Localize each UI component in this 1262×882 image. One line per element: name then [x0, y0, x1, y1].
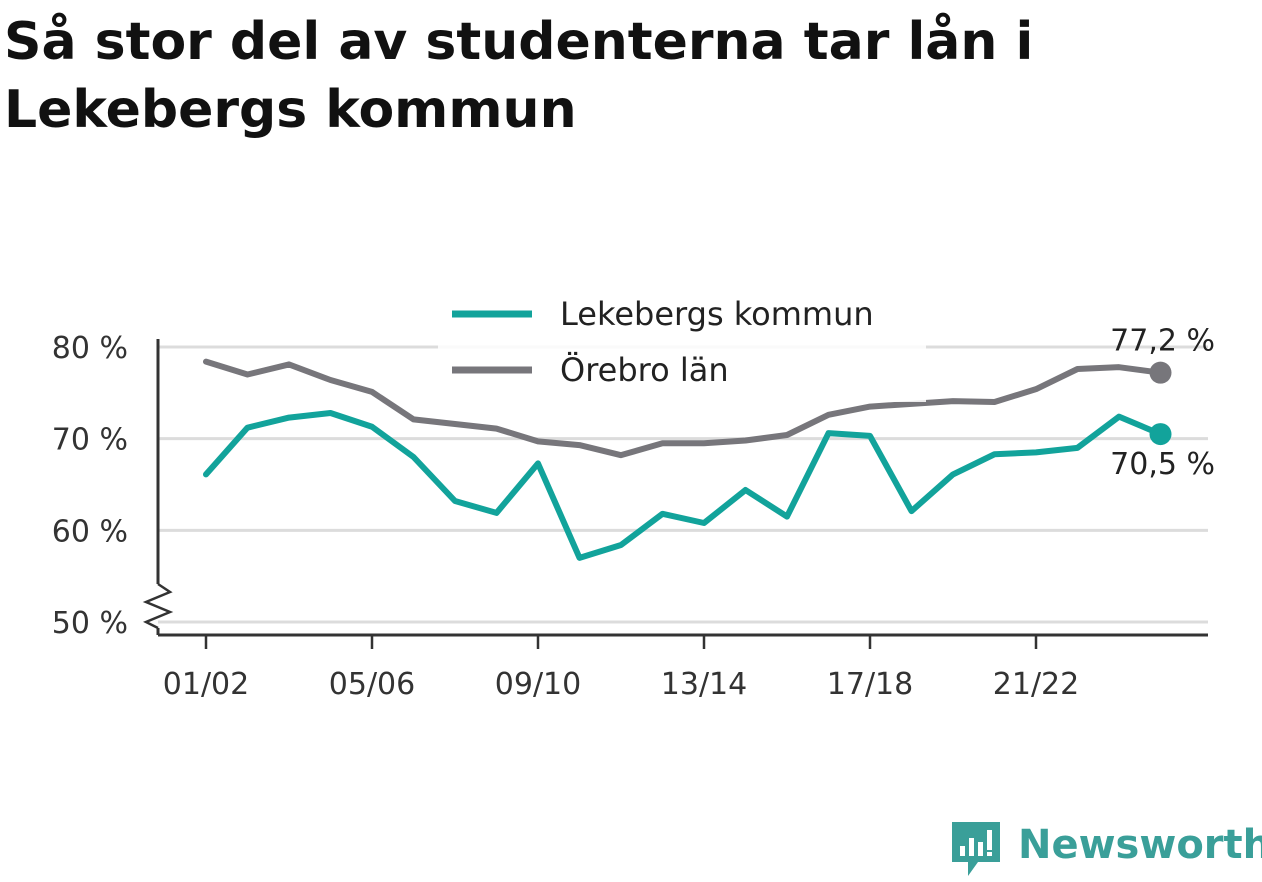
- series-layer: [203, 358, 1172, 561]
- newsworthy-logo-text: Newsworthy: [1018, 822, 1262, 868]
- y-axis-break: [142, 582, 174, 630]
- x-tick-label: 01/02: [163, 667, 249, 702]
- chart-title: Så stor del av studenterna tar lån i Lek…: [4, 12, 1034, 140]
- x-tick-label: 09/10: [495, 667, 581, 702]
- y-tick-label: 60 %: [52, 514, 128, 549]
- end-label-orebro: 77,2 %: [1110, 324, 1215, 359]
- legend-label: Örebro län: [560, 351, 729, 389]
- legend: Lekebergs kommun Örebro län: [438, 290, 926, 402]
- newsworthy-logo-icon: [952, 822, 1000, 876]
- x-tick-label: 05/06: [329, 667, 415, 702]
- newsworthy-logo: Newsworthy: [950, 818, 1262, 878]
- end-labels: 77,2 % 70,5 %: [1110, 324, 1215, 482]
- end-label-lekeberg: 70,5 %: [1110, 447, 1215, 482]
- series-end-point-1: [1149, 361, 1172, 384]
- x-tick-label: 21/22: [993, 667, 1079, 702]
- series-line-0: [203, 410, 1164, 561]
- legend-label: Lekebergs kommun: [560, 295, 874, 333]
- axes: 50 % 60 % 70 % 80 % 01/02 05/06 09/10 13/14 17/1…: [52, 331, 1208, 702]
- y-tick-label: 80 %: [52, 331, 128, 366]
- series-end-point-0: [1149, 423, 1172, 446]
- x-tick-label: 17/18: [827, 667, 913, 702]
- x-tick-label: 13/14: [661, 667, 747, 702]
- y-tick-label: 50 %: [52, 606, 128, 641]
- series-line-1: [203, 358, 1164, 459]
- legend-background: [438, 290, 926, 402]
- y-tick-label: 70 %: [52, 423, 128, 458]
